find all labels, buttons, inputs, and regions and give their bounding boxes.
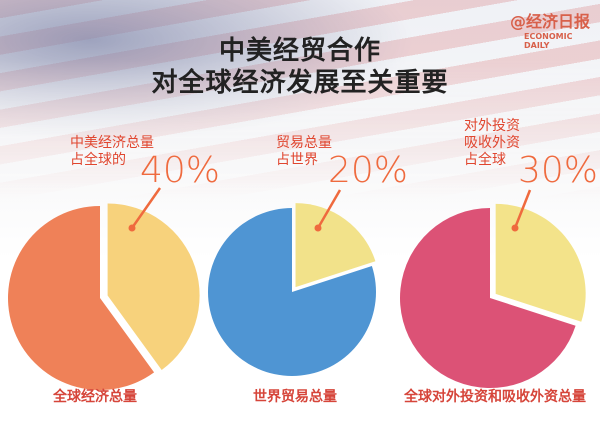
pie-1-slice-2 (8, 206, 155, 390)
pie-3-caption: 全球对外投资和吸收外资总量 (404, 389, 586, 405)
pie-2-percent: 20% (328, 150, 409, 191)
economic-daily-logo: @经济日报 ECONOMIC DAILY (510, 12, 591, 50)
pie-1-caption: 全球经济总量 (53, 389, 137, 405)
title-line-2: 对全球经济发展至关重要 (151, 68, 449, 98)
pie-3-percent: 30% (518, 150, 599, 191)
pie-1-slice-1 (107, 203, 200, 370)
pie-1-pointer-dot (128, 224, 136, 232)
title-line-1: 中美经贸合作 (218, 36, 381, 66)
pie-3-pointer-line (513, 189, 532, 229)
pie-2-slice-2 (208, 208, 376, 376)
pie-2-pointer-line (316, 189, 342, 229)
pie-3-slice-2 (399, 208, 576, 388)
pie-2-label: 贸易总量 占世界 (276, 135, 332, 168)
pie-2-pointer-dot (314, 224, 322, 232)
us-flag-background (0, 0, 600, 200)
pie-1-label: 中美经济总量 占全球的 (70, 135, 154, 168)
pie-3-slice-1 (495, 203, 586, 322)
pie-1-percent: 40% (140, 150, 221, 191)
pie-1-pointer-line (130, 187, 162, 229)
pie-3-pointer-dot (511, 224, 519, 232)
pie-3-label: 对外投资 吸收外资 占全球 (464, 118, 520, 168)
pie-2-slice-1 (295, 203, 376, 288)
pie-2-caption: 世界贸易总量 (253, 389, 337, 405)
